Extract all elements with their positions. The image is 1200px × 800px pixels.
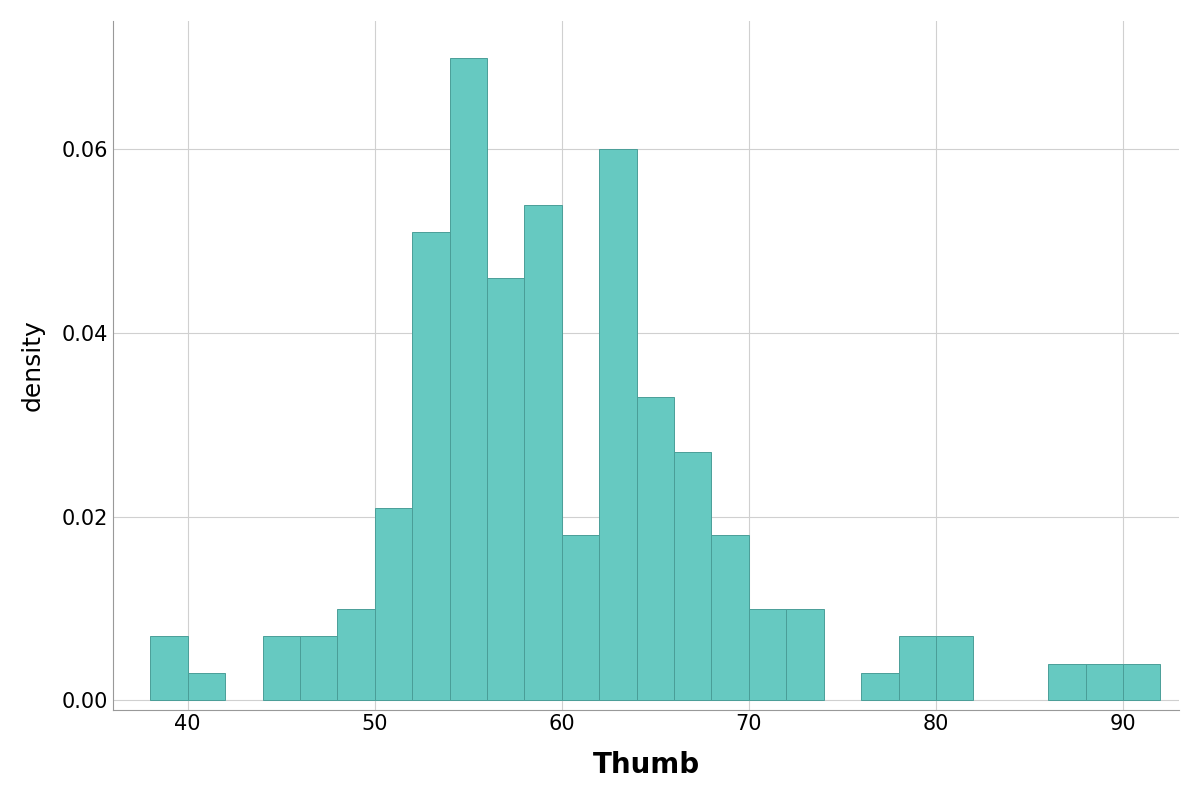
Bar <box>412 232 450 701</box>
Bar <box>487 278 524 701</box>
Bar <box>1049 664 1086 701</box>
Bar <box>674 453 712 701</box>
Bar <box>637 398 674 701</box>
Bar <box>712 535 749 701</box>
Bar <box>899 636 936 701</box>
Bar <box>187 673 226 701</box>
Bar <box>1086 664 1123 701</box>
Bar <box>374 507 412 701</box>
Bar <box>749 609 786 701</box>
Bar <box>599 150 637 701</box>
Bar <box>524 205 562 701</box>
Y-axis label: density: density <box>20 319 44 411</box>
Bar <box>300 636 337 701</box>
Bar <box>1123 664 1160 701</box>
Bar <box>150 636 187 701</box>
X-axis label: Thumb: Thumb <box>593 751 700 779</box>
Bar <box>862 673 899 701</box>
Bar <box>263 636 300 701</box>
Bar <box>936 636 973 701</box>
Bar <box>337 609 374 701</box>
Bar <box>450 58 487 701</box>
Bar <box>562 535 599 701</box>
Bar <box>786 609 823 701</box>
